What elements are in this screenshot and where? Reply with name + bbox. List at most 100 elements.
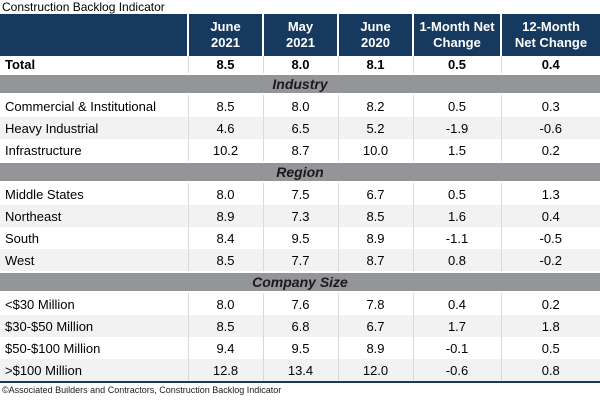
header-line: May [287, 19, 314, 34]
cell-value: -0.1 [412, 337, 501, 359]
cell-value: 6.7 [337, 315, 413, 337]
row-label: Total [5, 57, 36, 72]
header-line: 2021 [286, 35, 315, 50]
row-label: Middle States [5, 186, 84, 202]
cell-value: -1.9 [412, 117, 501, 139]
table-row: South 8.4 9.5 8.9 -1.1 -0.5 [0, 227, 600, 249]
table-row-total: Total 8.5 8.0 8.1 0.5 0.4 [0, 56, 600, 74]
cell-value: 0.5 [412, 56, 501, 74]
cell-value: 6.8 [262, 315, 338, 337]
cell-value: 0.2 [500, 139, 600, 162]
cell-value: 10.0 [337, 139, 413, 162]
cell-value: 8.2 [337, 94, 413, 117]
table-row: Northeast 8.9 7.3 8.5 1.6 0.4 [0, 205, 600, 227]
cell-value: 0.8 [500, 359, 600, 382]
cell-value: 8.0 [262, 94, 338, 117]
section-label: Company Size [0, 271, 600, 293]
cell-value: 8.4 [187, 227, 263, 249]
table-row: Middle States 8.0 7.5 6.7 0.5 1.3 [0, 182, 600, 205]
cell-value: 7.3 [262, 205, 338, 227]
cell-value: 8.7 [337, 249, 413, 272]
cell-value: 9.4 [187, 337, 263, 359]
cell-value: 1.7 [412, 315, 501, 337]
header-cell-12-month-net-change: 12-Month Net Change [500, 14, 600, 56]
cell-value: 8.5 [187, 94, 263, 117]
header-row: June 2021 May 2021 June 2020 1-Month Net Cha… [0, 14, 600, 56]
header-cell-1-month-net-change: 1-Month Net Change [412, 14, 501, 56]
cell-value: -0.2 [500, 249, 600, 272]
table-row: $30-$50 Million 8.5 6.8 6.7 1.7 1.8 [0, 315, 600, 337]
header-cell-june-2020: June 2020 [337, 14, 413, 56]
header-line: June [360, 19, 391, 34]
header-line: June [210, 19, 241, 34]
cell-value: 8.9 [187, 205, 263, 227]
cell-value: 1.5 [412, 139, 501, 162]
table-row: Infrastructure 10.2 8.7 10.0 1.5 0.2 [0, 139, 600, 162]
section-label: Industry [0, 73, 600, 95]
cell-value: 7.5 [262, 182, 338, 205]
cell-value: 7.6 [262, 292, 338, 315]
header-cell-june-2021: June 2021 [187, 14, 263, 56]
cell-value: 12.0 [337, 359, 413, 382]
header-line: Change [433, 35, 481, 50]
cell-value: 4.6 [187, 117, 263, 139]
header-line: 2021 [211, 35, 240, 50]
section-header-region: Region [0, 161, 600, 183]
cell-value: 7.8 [337, 292, 413, 315]
cell-value: 0.5 [500, 337, 600, 359]
row-label: <$30 Million [5, 296, 75, 312]
page-title: Construction Backlog Indicator [2, 0, 165, 14]
header-line: 2020 [361, 35, 390, 50]
section-header-company-size: Company Size [0, 271, 600, 293]
cell-value: 7.7 [262, 249, 338, 272]
cell-value: 8.5 [187, 249, 263, 272]
cell-value: 10.2 [187, 139, 263, 162]
row-label: >$100 Million [0, 359, 188, 382]
cell-value: -0.5 [500, 227, 600, 249]
cell-value: 6.5 [262, 117, 338, 139]
row-label: Commercial & Institutional [5, 98, 156, 114]
cell-value: 9.5 [262, 337, 338, 359]
cell-value: 8.7 [262, 139, 338, 162]
cell-value: 8.0 [187, 182, 263, 205]
cell-value: 8.0 [187, 292, 263, 315]
table-row: Commercial & Institutional 8.5 8.0 8.2 0… [0, 94, 600, 117]
attribution-footer: ©Associated Builders and Contractors, Co… [2, 385, 282, 395]
cell-value: 0.4 [500, 205, 600, 227]
cell-value: 8.5 [187, 56, 263, 74]
section-header-industry: Industry [0, 73, 600, 95]
table-row: >$100 Million 12.8 13.4 12.0 -0.6 0.8 [0, 359, 600, 382]
header-cell-blank [0, 14, 188, 56]
cell-value: 0.2 [500, 292, 600, 315]
cell-value: 5.2 [337, 117, 413, 139]
header-line: 12-Month [522, 19, 580, 34]
cell-value: 1.3 [500, 182, 600, 205]
cell-value: 8.1 [337, 56, 413, 74]
row-label: $50-$100 Million [5, 340, 101, 356]
cell-value: 0.4 [500, 56, 600, 74]
cell-value: 8.9 [337, 337, 413, 359]
backlog-table: June 2021 May 2021 June 2020 1-Month Net Cha… [0, 14, 600, 383]
cell-value: 1.8 [500, 315, 600, 337]
cell-value: 8.9 [337, 227, 413, 249]
cell-value: 0.8 [412, 249, 501, 272]
cell-value: 8.5 [187, 315, 263, 337]
cell-value: 8.5 [337, 205, 413, 227]
cell-value: 6.7 [337, 182, 413, 205]
cell-value: -0.6 [412, 359, 501, 382]
header-line: Net Change [514, 35, 588, 50]
cell-value: 1.6 [412, 205, 501, 227]
cell-value: 13.4 [262, 359, 338, 382]
table-header: June 2021 May 2021 June 2020 1-Month Net Cha… [0, 14, 600, 56]
cell-value: 0.5 [412, 94, 501, 117]
table-row: $50-$100 Million 9.4 9.5 8.9 -0.1 0.5 [0, 337, 600, 359]
cell-value: 8.0 [262, 56, 338, 74]
section-label: Region [0, 161, 600, 183]
row-label: Infrastructure [5, 142, 82, 158]
row-label: South [5, 230, 39, 246]
cell-value: 0.5 [412, 182, 501, 205]
row-label: Northeast [0, 205, 188, 227]
table-row: West 8.5 7.7 8.7 0.8 -0.2 [0, 249, 600, 272]
cell-value: 0.3 [500, 94, 600, 117]
cell-value: 12.8 [187, 359, 263, 382]
